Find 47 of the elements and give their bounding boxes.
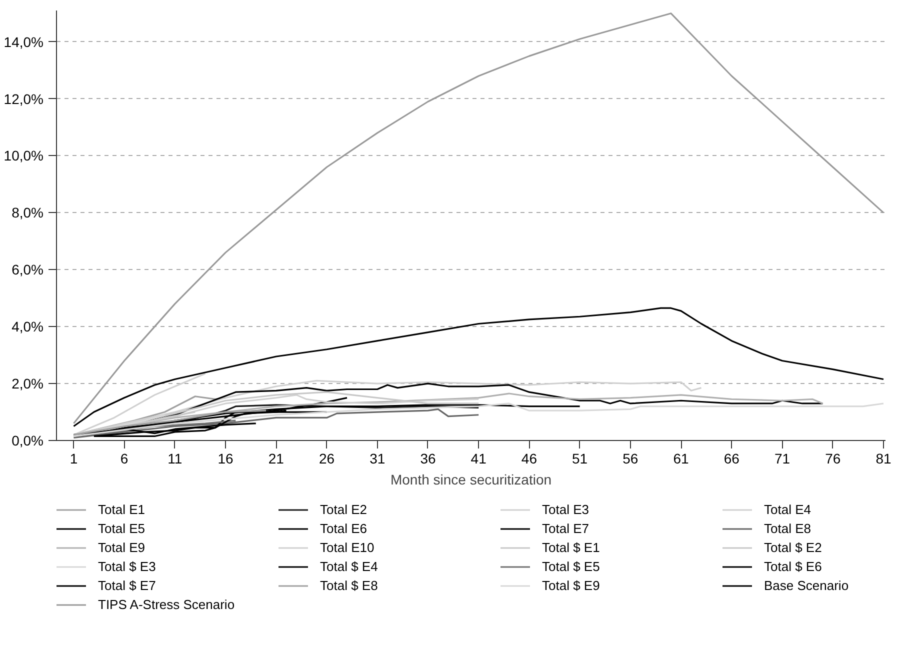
legend-label: Total $ E8 (320, 577, 378, 595)
legend-label: Total $ E7 (98, 577, 156, 595)
y-tick-label: 2,0% (12, 376, 44, 392)
x-axis-title: Month since securitization (390, 472, 552, 488)
x-tick-label: 6 (120, 450, 128, 466)
legend-label: Total E9 (98, 539, 145, 557)
y-tick-label: 12,0% (4, 90, 44, 107)
legend-label: Total E3 (542, 501, 589, 519)
legend-label: Base Scenario (764, 577, 849, 595)
x-tick-label: 31 (370, 450, 386, 466)
x-tick-label: 46 (521, 450, 538, 466)
legend-label: Total E6 (320, 520, 367, 538)
legend-label: Total E10 (320, 539, 374, 557)
x-tick-label: 21 (268, 450, 284, 466)
y-tick-label: 14,0% (4, 34, 44, 50)
y-tick-label: 8,0% (12, 204, 44, 221)
x-tick-label: 26 (318, 450, 335, 466)
y-tick-label: 10,0% (4, 148, 44, 164)
legend-label: Total $ E5 (542, 558, 600, 576)
legend-label: Total $ E4 (320, 558, 378, 576)
y-tick-label: 6,0% (12, 262, 44, 278)
x-tick-label: 71 (774, 450, 790, 466)
legend-label: Total E4 (764, 501, 811, 519)
x-tick-label: 76 (825, 450, 841, 466)
legend-label: Total $ E2 (764, 539, 822, 557)
legend-label: Total $ E3 (98, 558, 156, 576)
y-tick-label: 4,0% (12, 318, 44, 335)
x-tick-label: 66 (724, 450, 740, 466)
x-tick-label: 11 (168, 450, 182, 466)
x-tick-label: 81 (876, 450, 892, 466)
x-tick-label: 56 (622, 450, 638, 466)
legend-label: Total E1 (98, 501, 145, 519)
x-tick-label: 61 (673, 450, 690, 466)
legend-label: Total E2 (320, 501, 367, 519)
y-tick-label: 0,0% (12, 432, 44, 448)
x-tick-label: 51 (572, 450, 588, 466)
legend-label: Total E5 (98, 520, 145, 538)
legend-label: Total $ E6 (764, 558, 822, 576)
x-tick-label: 16 (218, 450, 234, 466)
legend-label: Total $ E1 (542, 539, 600, 557)
x-tick-label: 1 (70, 450, 78, 466)
legend-label: Total E7 (542, 520, 589, 538)
legend-label: TIPS A-Stress Scenario (98, 596, 235, 614)
x-tick-label: 36 (420, 450, 436, 466)
legend-label: Total $ E9 (542, 577, 600, 595)
legend-label: Total E8 (764, 520, 811, 538)
x-tick-label: 41 (470, 450, 487, 466)
